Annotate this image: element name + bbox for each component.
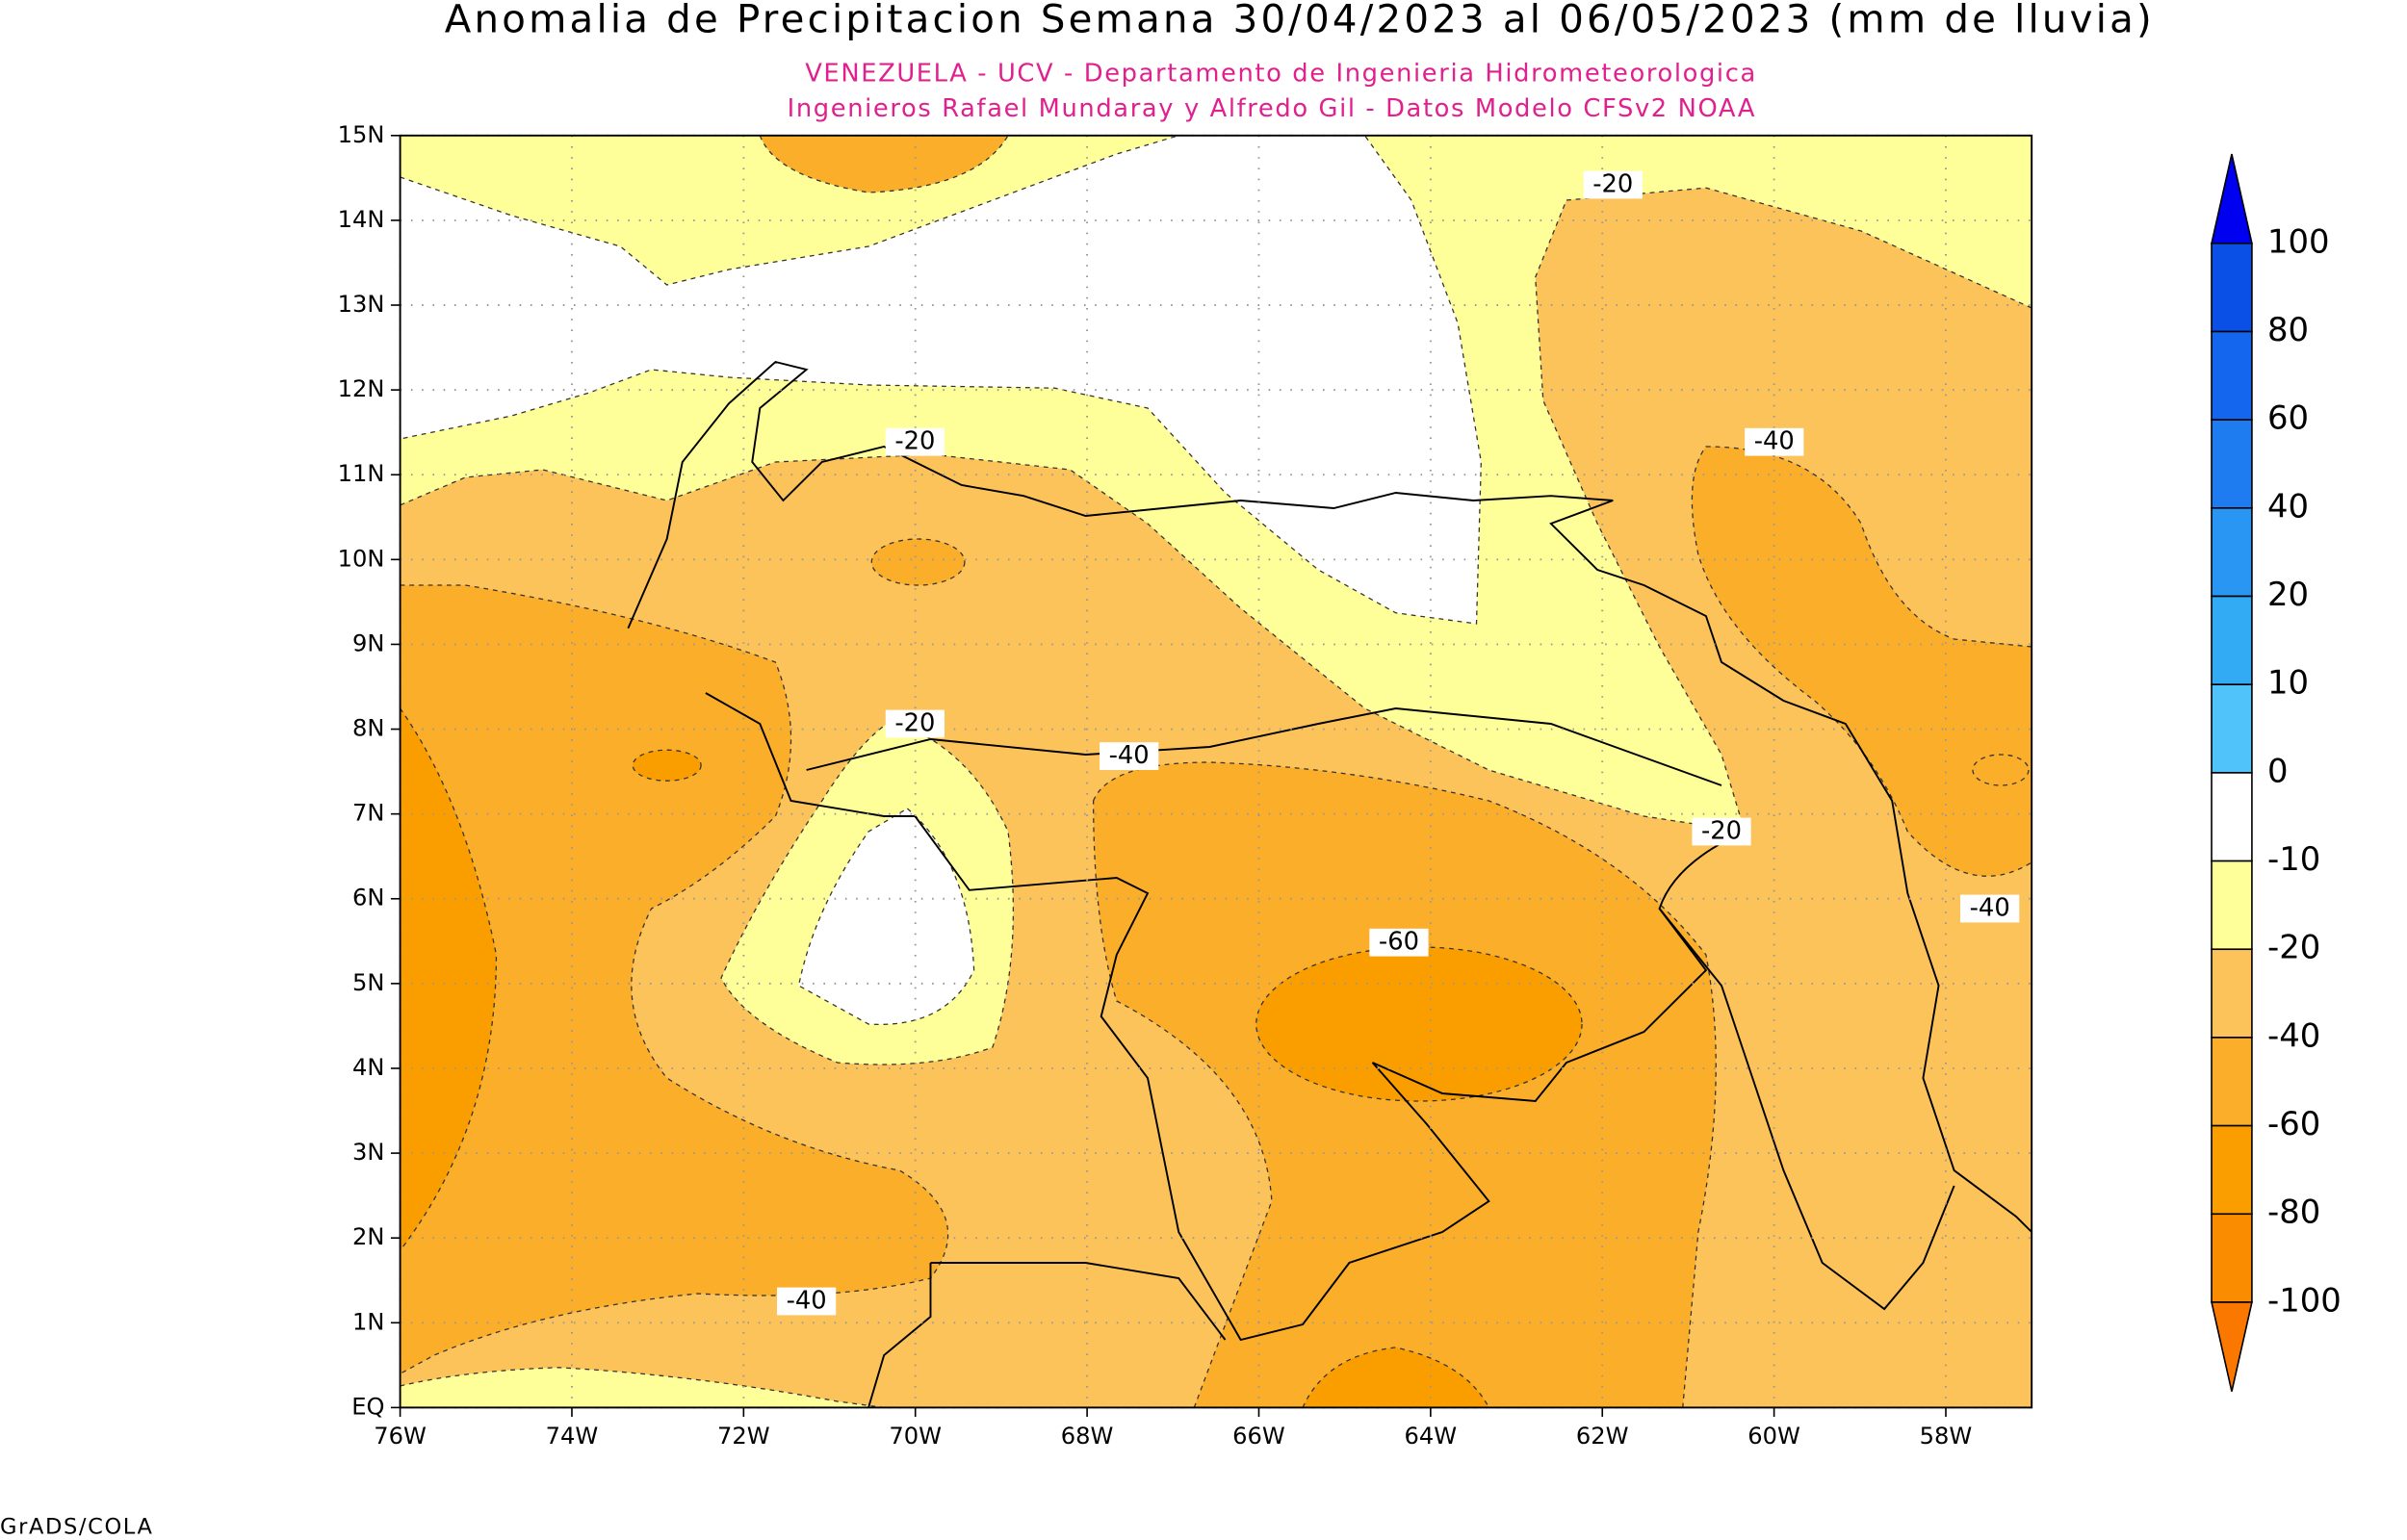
colorbar-label: 20: [2267, 576, 2309, 613]
colorbar-label: 80: [2267, 311, 2309, 348]
region: [400, 706, 498, 1252]
colorbar-label: -100: [2267, 1282, 2342, 1320]
lat-tick-label: 15N: [338, 121, 385, 148]
colorbar-label: 60: [2267, 399, 2309, 437]
contour-label: -20: [1592, 170, 1633, 199]
lat-tick-label: 1N: [352, 1308, 384, 1335]
contour-label-bg: [885, 427, 945, 456]
region: [797, 808, 975, 1025]
region: [400, 135, 1482, 625]
subtitle: VENEZUELA - UCV - Departamento de Ingeni…: [805, 59, 1757, 88]
colorbar-box: [2211, 1124, 2253, 1216]
lon-tick-label: 70W: [889, 1423, 942, 1450]
lat-tick-label: 9N: [352, 629, 384, 656]
contour-label: -40: [787, 1287, 827, 1316]
region: [400, 584, 949, 1374]
lat-tick-label: 6N: [352, 885, 384, 911]
colorbar-box: [2211, 860, 2253, 951]
colorbar-box: [2211, 330, 2253, 421]
contour-label-bg: [1692, 817, 1751, 846]
contour-label-bg: [885, 709, 945, 738]
lat-tick-label: 7N: [352, 800, 384, 827]
region: [1302, 1347, 1490, 1408]
lon-tick-label: 74W: [546, 1423, 599, 1450]
contour-label: -20: [894, 427, 935, 456]
footer: GrADS/COLA: [0, 1515, 154, 1540]
contour-label-bg: [1100, 742, 1159, 770]
colorbar-box: [2211, 243, 2253, 333]
lat-tick-label: 8N: [352, 715, 384, 742]
border: [806, 707, 1722, 786]
lon-tick-label: 66W: [1232, 1423, 1285, 1450]
colorbar-box: [2211, 683, 2253, 774]
contour-label-bg: [1745, 427, 1804, 456]
subtitle: Ingenieros Rafael Mundaray y Alfredo Gil…: [788, 94, 1756, 123]
region: [1972, 754, 2030, 786]
colorbar-box: [2211, 507, 2253, 598]
contour-label-bg: [1960, 894, 2020, 923]
colorbar-label: -40: [2267, 1016, 2320, 1054]
colorbar-label: -80: [2267, 1194, 2320, 1231]
region: [1255, 946, 1583, 1102]
border: [867, 1262, 1227, 1408]
colorbar-box: [2211, 1037, 2253, 1127]
colorbar-box: [2211, 1213, 2253, 1303]
contour-label-bg: [777, 1287, 837, 1316]
contour-label: -40: [1754, 427, 1795, 456]
lon-tick-label: 58W: [1920, 1423, 1973, 1450]
lat-tick-label: 3N: [352, 1139, 384, 1166]
region: [870, 538, 966, 586]
colorbar-box: [2211, 948, 2253, 1039]
region: [759, 135, 1009, 193]
plot-frame: [399, 134, 2033, 1409]
contour-label: -60: [1379, 928, 1419, 957]
lat-tick-label: 11N: [338, 460, 385, 487]
contour-label: -40: [1109, 741, 1150, 770]
colorbar-label: -20: [2267, 929, 2320, 966]
colorbar-box: [2211, 595, 2253, 686]
map: [399, 134, 2033, 1409]
lat-tick-label: 12N: [338, 375, 385, 402]
contour-label: -40: [1970, 894, 2010, 923]
colorbar-label: 0: [2267, 752, 2289, 789]
lon-tick-label: 68W: [1061, 1423, 1114, 1450]
colorbar-label: 100: [2267, 222, 2330, 260]
colorbar-box: [2211, 419, 2253, 509]
lon-tick-label: 62W: [1576, 1423, 1629, 1450]
lon-tick-label: 64W: [1405, 1423, 1458, 1450]
lon-tick-label: 72W: [717, 1423, 770, 1450]
lat-tick-label: 14N: [338, 206, 385, 233]
lat-tick-label: 13N: [338, 291, 385, 318]
lat-tick-label: 2N: [352, 1223, 384, 1250]
coastline: [627, 360, 2032, 1233]
colorbar-label: -60: [2267, 1105, 2320, 1142]
colorbar-box: [2211, 772, 2253, 862]
colorbar-label: 10: [2267, 664, 2309, 702]
colorbar-label: -10: [2267, 840, 2320, 878]
region: [400, 1367, 885, 1408]
lat-tick-label: 5N: [352, 969, 384, 996]
contour-label-bg: [1369, 928, 1429, 957]
colorbar-over: [2211, 153, 2253, 244]
lat-tick-label: 10N: [338, 545, 385, 572]
contour-label-bg: [1583, 170, 1643, 199]
contour-label: -20: [1701, 817, 1742, 846]
colorbar-label: 40: [2267, 487, 2309, 525]
lon-tick-label: 60W: [1747, 1423, 1800, 1450]
title: Anomalia de Precipitacion Semana 30/04/2…: [445, 0, 2155, 41]
region: [1691, 446, 2032, 877]
region: [632, 749, 702, 782]
lat-tick-label: 4N: [352, 1054, 384, 1081]
colorbar-under: [2211, 1301, 2253, 1392]
lat-tick-label: EQ: [351, 1393, 384, 1420]
contour-label: -20: [894, 709, 935, 738]
lon-tick-label: 76W: [374, 1423, 427, 1450]
